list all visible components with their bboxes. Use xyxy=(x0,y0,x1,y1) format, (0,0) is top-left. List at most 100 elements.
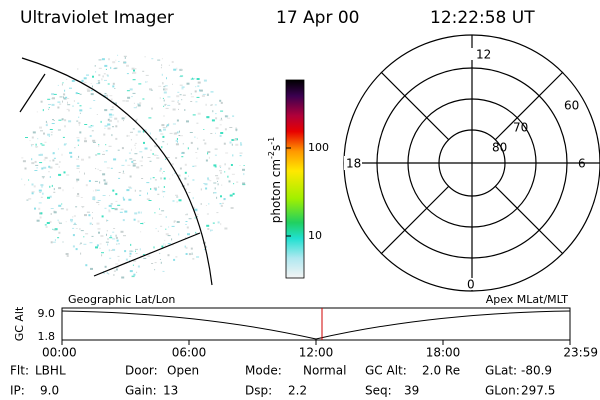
pixel xyxy=(40,130,43,132)
mlt-label: 0 xyxy=(467,278,475,292)
pixel xyxy=(84,140,87,143)
pixel xyxy=(95,168,97,170)
pixel xyxy=(96,222,100,225)
pixel xyxy=(135,68,137,70)
pixel xyxy=(58,231,61,234)
pixel xyxy=(72,187,74,189)
strip-xtick: 06:00 xyxy=(172,346,207,360)
pixel xyxy=(109,195,111,197)
pixel xyxy=(215,127,219,130)
pixel xyxy=(101,254,103,257)
pixel xyxy=(103,94,105,96)
pixel xyxy=(106,219,108,222)
pixel xyxy=(98,231,100,234)
pixel xyxy=(163,115,165,117)
pixel xyxy=(129,88,133,91)
pixel xyxy=(77,144,79,146)
pixel xyxy=(128,152,131,154)
pixel xyxy=(220,101,223,104)
pixel xyxy=(40,143,43,145)
pixel xyxy=(139,190,142,192)
pixel xyxy=(110,206,112,208)
pixel xyxy=(77,139,80,142)
pixel xyxy=(49,166,53,169)
pixel xyxy=(92,139,96,142)
pixel xyxy=(95,154,98,156)
field-label: Gain: xyxy=(125,384,157,398)
pixel xyxy=(166,157,170,158)
pixel xyxy=(43,166,47,169)
pixel xyxy=(66,108,70,110)
pixel xyxy=(79,131,82,134)
pixel xyxy=(115,59,117,61)
field-value: 297.5 xyxy=(521,384,555,398)
pixel xyxy=(96,189,100,191)
pixel xyxy=(62,189,64,192)
pixel xyxy=(205,187,208,190)
pixel xyxy=(159,252,161,254)
pixel xyxy=(38,189,42,192)
pixel xyxy=(168,226,170,228)
pixel xyxy=(210,91,214,93)
pixel xyxy=(31,183,34,186)
pixel xyxy=(80,242,82,244)
pixel xyxy=(132,92,136,94)
pixel xyxy=(80,230,84,232)
pixel xyxy=(105,181,108,183)
pixel xyxy=(172,174,174,176)
pixel xyxy=(40,196,43,198)
pixel xyxy=(163,128,166,131)
pixel xyxy=(66,174,70,176)
pixel xyxy=(137,211,140,214)
pixel xyxy=(48,135,50,137)
pixel xyxy=(171,238,173,241)
pixel xyxy=(179,94,182,96)
pixel xyxy=(165,103,167,105)
pixel xyxy=(184,109,186,111)
pixel xyxy=(123,235,126,237)
pixel xyxy=(101,78,103,81)
pixel xyxy=(132,163,136,165)
pixel xyxy=(131,96,133,98)
pixel xyxy=(106,74,108,76)
pixel xyxy=(160,67,162,69)
pixel xyxy=(105,94,109,97)
pixel xyxy=(92,190,94,192)
pixel xyxy=(31,145,33,147)
pixel xyxy=(196,157,198,159)
pixel xyxy=(158,130,162,132)
pixel xyxy=(89,242,93,244)
pixel xyxy=(141,156,143,159)
pixel xyxy=(109,257,112,259)
pixel xyxy=(106,167,110,169)
pixel xyxy=(132,264,134,266)
pixel xyxy=(185,214,188,216)
pixel xyxy=(75,228,78,229)
pixel xyxy=(177,140,178,143)
pixel xyxy=(188,175,189,177)
pixel xyxy=(202,139,205,141)
pixel xyxy=(214,187,216,190)
pixel xyxy=(147,255,151,257)
pixel xyxy=(180,135,183,137)
pixel xyxy=(52,159,55,162)
pixel xyxy=(109,116,113,118)
pixel xyxy=(51,123,55,124)
pixel xyxy=(206,93,209,95)
pixel xyxy=(166,143,168,145)
pixel xyxy=(164,103,166,106)
pixel xyxy=(186,82,190,85)
pixel xyxy=(106,272,108,274)
pixel xyxy=(114,67,118,69)
pixel xyxy=(65,96,68,99)
pixel xyxy=(152,177,155,179)
pixel xyxy=(134,142,137,144)
pixel xyxy=(57,101,61,103)
pixel xyxy=(118,259,120,262)
lat-label: 70 xyxy=(513,121,528,135)
pixel xyxy=(118,177,121,179)
pixel xyxy=(72,234,75,237)
pixel xyxy=(196,78,200,80)
pixel xyxy=(132,128,135,130)
pixel xyxy=(142,70,145,72)
